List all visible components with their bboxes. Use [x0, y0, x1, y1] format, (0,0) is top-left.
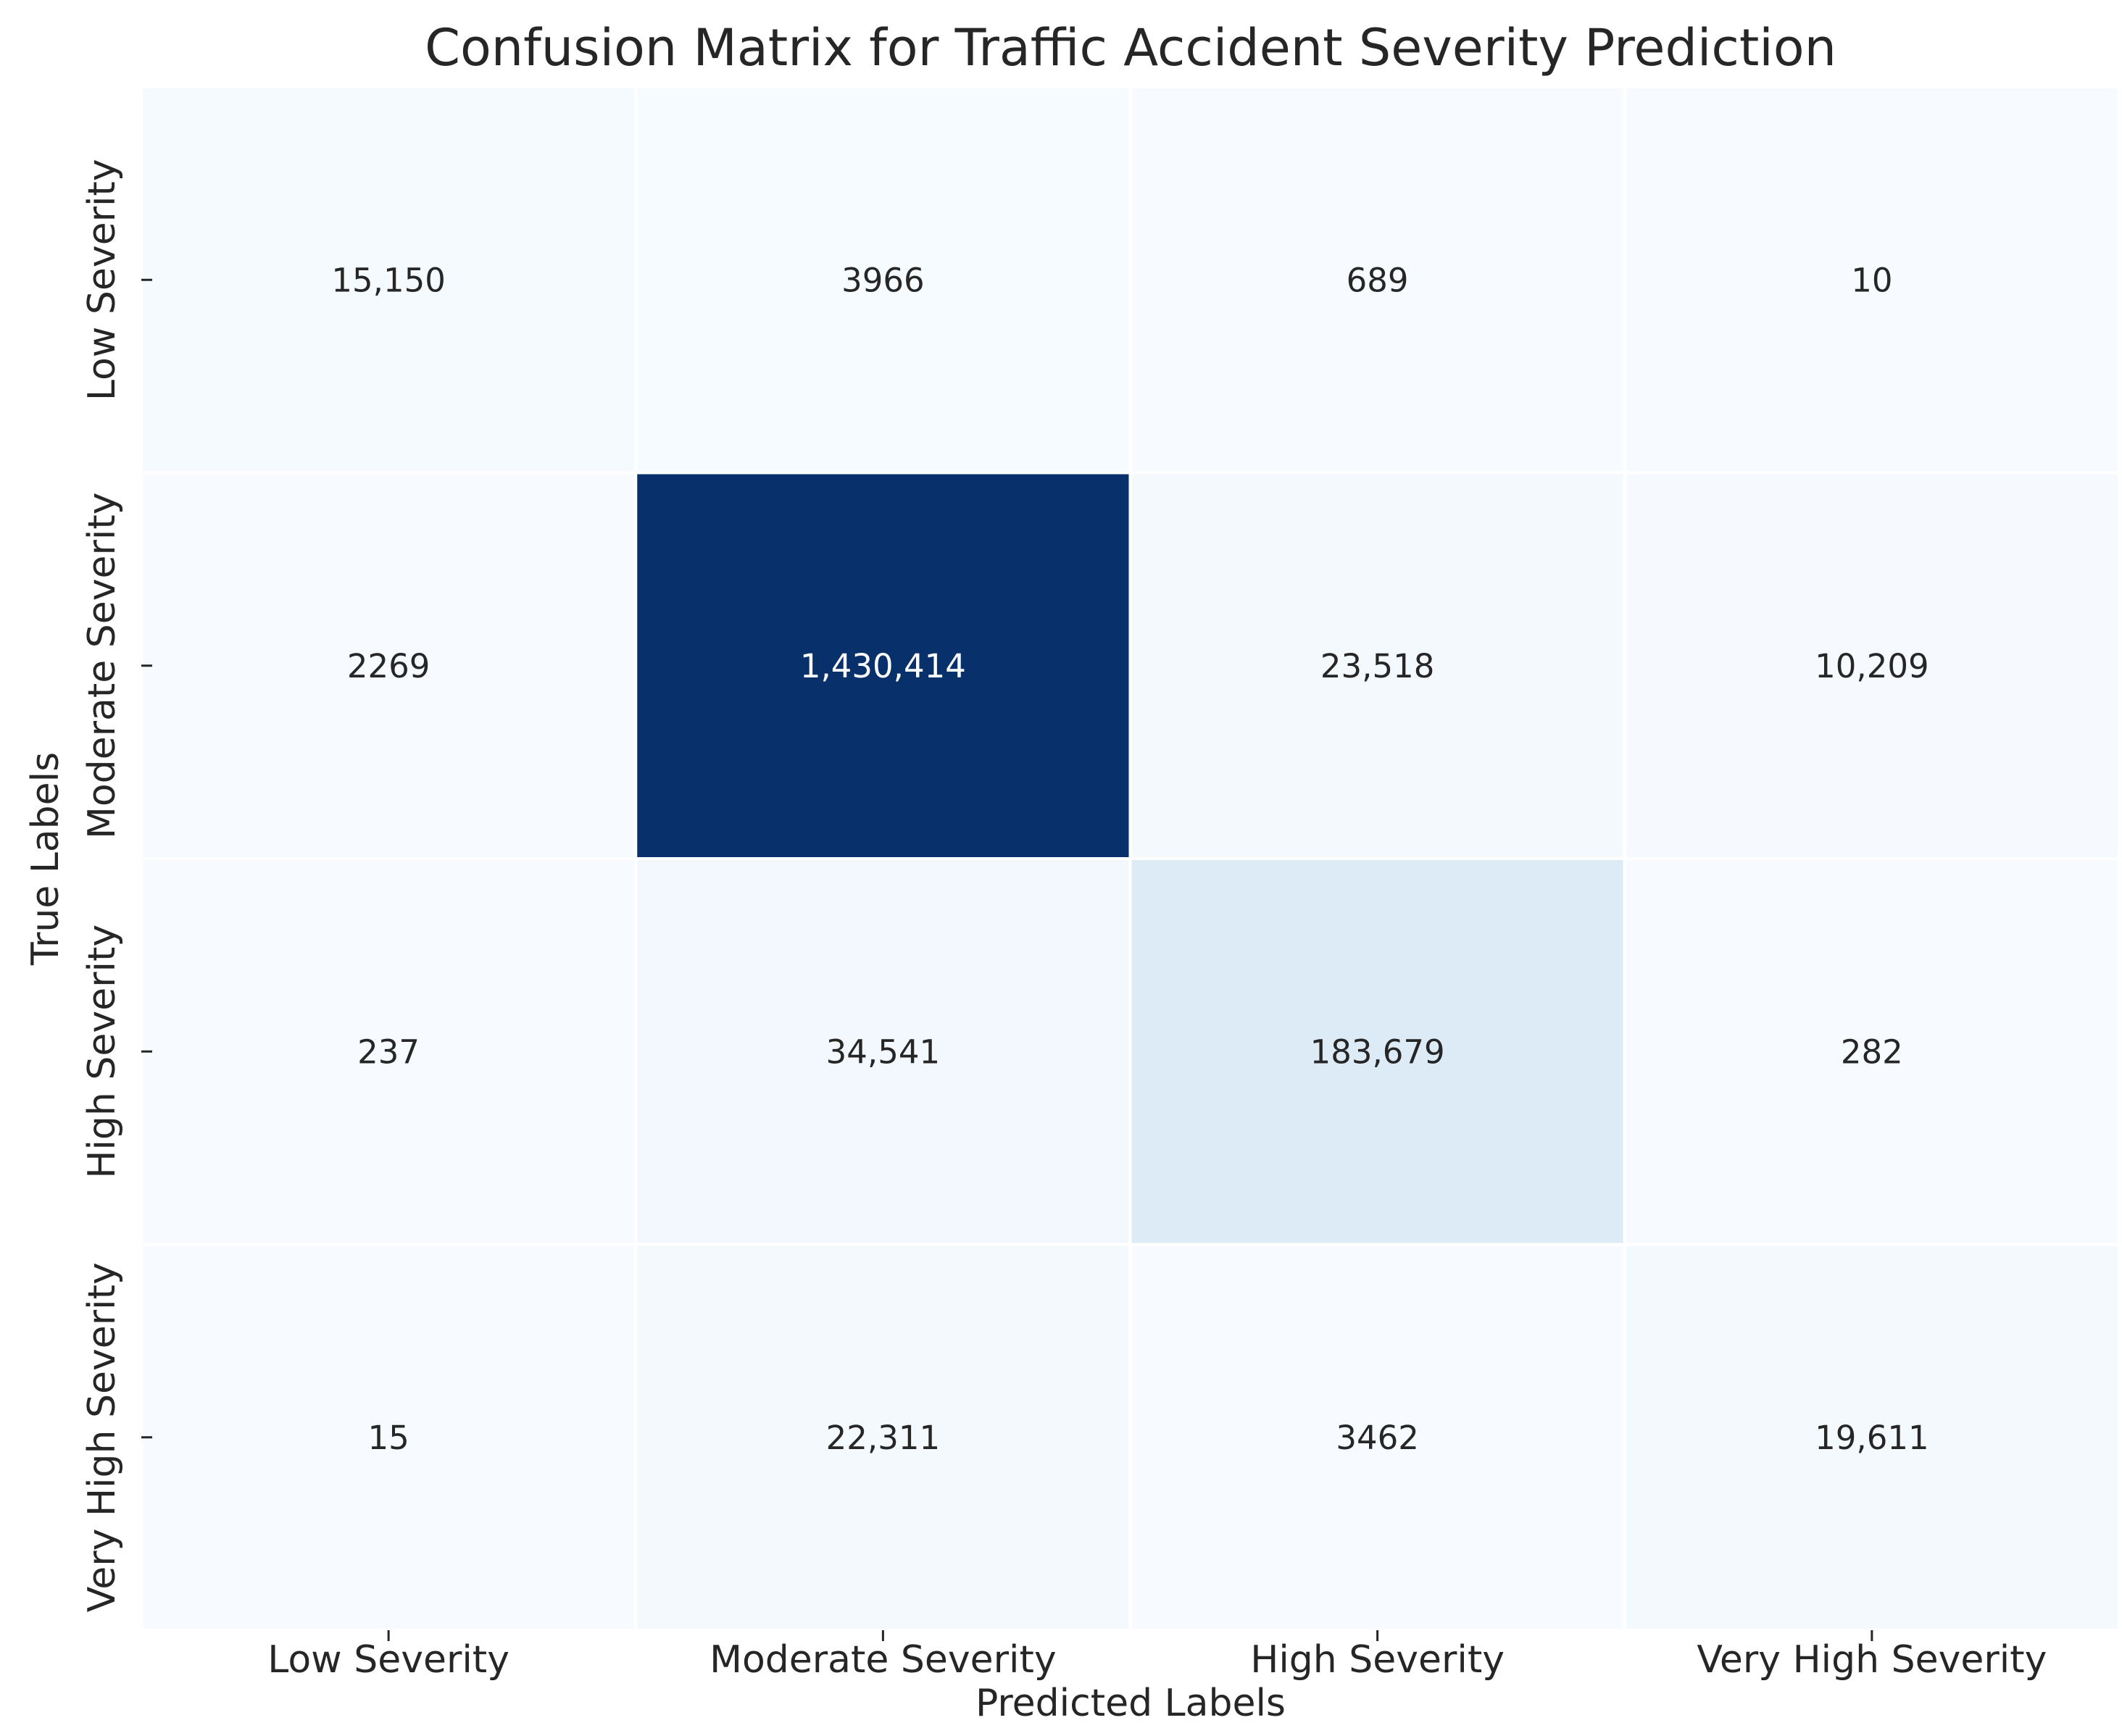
cell-value-label: 689	[1347, 261, 1409, 299]
cell-value-label: 183,679	[1310, 1032, 1445, 1071]
y-axis-label: True Labels	[24, 752, 67, 966]
heatmap-cell-moderate-severity-low-severity	[140, 471, 638, 860]
y-tick-label-low-severity: Low Severity	[80, 159, 124, 401]
cell-value-label: 23,518	[1320, 647, 1434, 685]
x-tick-label-low-severity: Low Severity	[267, 1638, 509, 1682]
heatmap-cell-moderate-severity-moderate-severity	[634, 471, 1132, 860]
cell-value-label: 22,311	[826, 1419, 940, 1457]
heatmap-cell-moderate-severity-high-severity	[1128, 471, 1626, 860]
cell-value-label: 282	[1841, 1032, 1903, 1071]
heatmap-cell-labels: 15,150 3966 689 10 2269 1,430,414 23,518 10,209…	[331, 261, 1928, 1457]
heatmap-cell-very-high-severity-high-severity	[1128, 1243, 1626, 1632]
cell-value-label: 19,611	[1815, 1419, 1928, 1457]
cell-value-label: 10	[1851, 261, 1892, 299]
heatmap-cell-very-high-severity-low-severity	[140, 1243, 638, 1632]
chart-title: Confusion Matrix for Traffic Accident Se…	[425, 18, 1836, 78]
heatmap-cell-high-severity-moderate-severity	[634, 857, 1132, 1246]
heatmap-cell-moderate-severity-very-high-severity	[1623, 471, 2121, 860]
heatmap-cell-low-severity-high-severity	[1128, 85, 1626, 475]
heatmap-cells	[140, 85, 2121, 1632]
cell-value-label: 3966	[841, 261, 925, 299]
cell-value-label: 3462	[1336, 1419, 1419, 1457]
cell-value-label: 1,430,414	[800, 647, 966, 685]
y-axis-ticks: Low Severity Moderate Severity High Severi…	[80, 159, 152, 1612]
x-tick-label-high-severity: High Severity	[1250, 1638, 1505, 1682]
heatmap-cell-high-severity-very-high-severity	[1623, 857, 2121, 1246]
cell-value-label: 15	[367, 1419, 409, 1457]
y-tick-label-high-severity: High Severity	[80, 925, 124, 1179]
heatmap-cell-low-severity-moderate-severity	[634, 85, 1132, 475]
x-axis-ticks: Low Severity Moderate Severity High Severi…	[267, 1630, 2047, 1682]
cell-value-label: 10,209	[1815, 647, 1928, 685]
heatmap-cell-low-severity-very-high-severity	[1623, 85, 2121, 475]
cell-value-label: 34,541	[826, 1032, 940, 1071]
x-tick-label-very-high-severity: Very High Severity	[1697, 1638, 2047, 1682]
cell-value-label: 237	[357, 1032, 420, 1071]
heatmap-cell-low-severity-low-severity	[140, 85, 638, 475]
y-tick-label-very-high-severity: Very High Severity	[80, 1262, 124, 1612]
y-tick-label-moderate-severity: Moderate Severity	[80, 492, 124, 839]
heatmap-cell-very-high-severity-moderate-severity	[634, 1243, 1132, 1632]
heatmap-cell-very-high-severity-very-high-severity	[1623, 1243, 2121, 1632]
x-tick-label-moderate-severity: Moderate Severity	[710, 1638, 1057, 1682]
x-axis-label: Predicted Labels	[975, 1682, 1286, 1725]
cell-value-label: 2269	[347, 647, 430, 685]
cell-value-label: 15,150	[331, 261, 445, 299]
